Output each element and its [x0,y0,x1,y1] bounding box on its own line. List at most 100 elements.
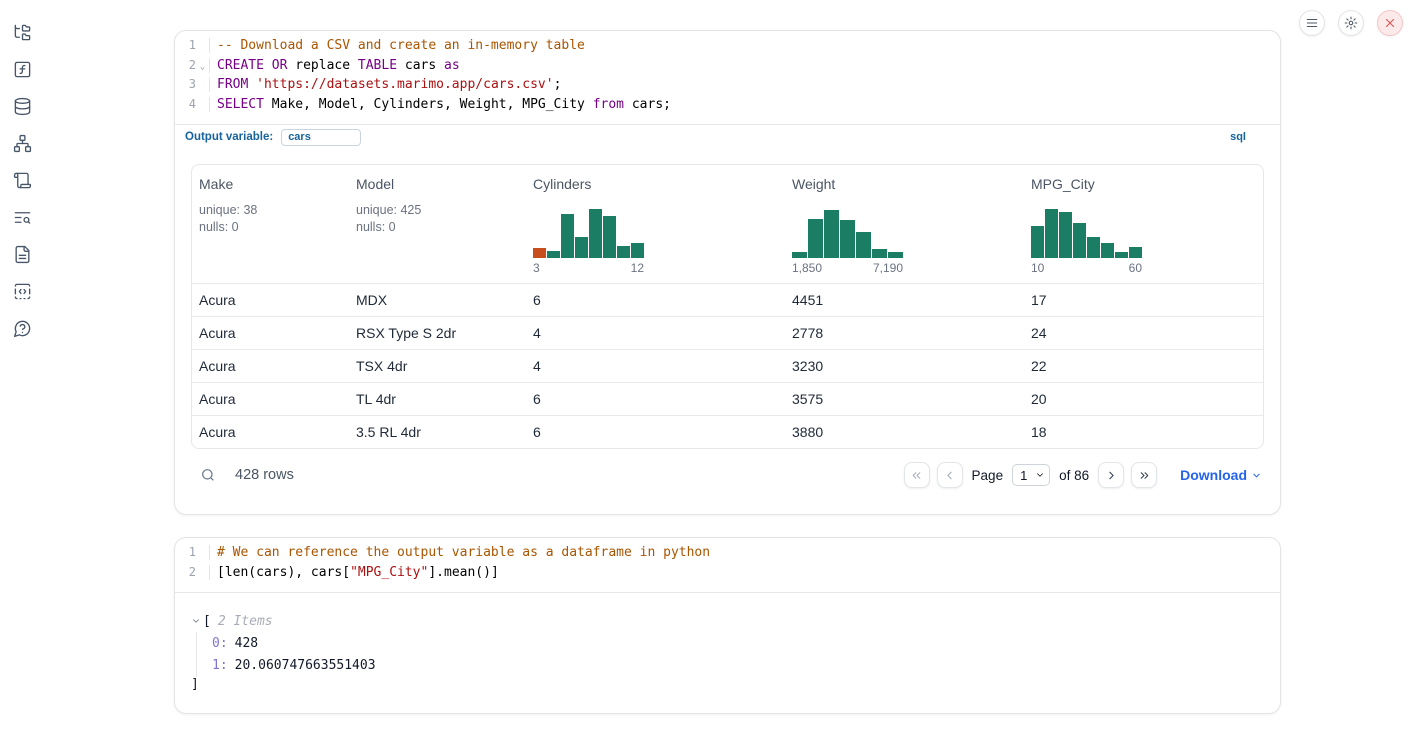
file-tree-icon[interactable] [12,22,32,42]
shutdown-close-icon[interactable] [1377,10,1403,36]
fold-chevron-icon[interactable]: ⌄ [196,62,209,72]
histogram-bar[interactable] [561,214,574,258]
page-number-select[interactable]: 1 [1012,464,1050,486]
table-cell: 4 [526,358,785,374]
histogram-bar[interactable] [856,232,871,258]
sql-cell: 1-- Download a CSV and create an in-memo… [174,30,1281,515]
line-number: 1 [175,38,196,52]
code-text: SELECT Make, Model, Cylinders, Weight, M… [209,97,1280,112]
dependency-graph-icon[interactable] [12,133,32,153]
code-line[interactable]: 1 # We can reference the output variable … [175,545,1280,565]
histogram-bar[interactable] [824,210,839,258]
line-number: 1 [175,545,196,559]
histogram-bar[interactable] [840,220,855,258]
tree-collapse-icon[interactable] [191,616,203,626]
histogram-bar[interactable] [631,243,644,258]
top-right-controls [1299,10,1403,36]
histogram-bar[interactable] [1059,212,1072,258]
table-cell: Acura [192,292,349,308]
column-header-cylinders[interactable]: Cylinders 3 12 [526,176,785,275]
code-text: FROM 'https://datasets.marimo.app/cars.c… [209,77,1280,92]
column-header-weight[interactable]: Weight 1,850 7,190 [785,176,1024,275]
histogram-bar[interactable] [547,251,560,258]
histogram-bar[interactable] [1129,247,1142,258]
last-page-button[interactable] [1131,462,1157,488]
mpg-city-histogram[interactable]: 10 60 [1031,206,1142,275]
scroll-icon[interactable] [12,170,32,190]
download-button[interactable]: Download [1180,467,1262,483]
nulls-stat: nulls: 0 [199,219,349,236]
snippets-icon[interactable] [12,281,32,301]
histogram-bar[interactable] [533,248,546,258]
axis-max: 7,190 [873,261,903,275]
column-header-model[interactable]: Model unique: 425 nulls: 0 [349,176,526,275]
chevron-down-icon [1251,470,1262,481]
histogram-bar[interactable] [808,219,823,258]
sql-code-editor[interactable]: 1-- Download a CSV and create an in-memo… [175,31,1280,124]
histogram-bar[interactable] [603,216,616,258]
line-number: 2 [175,565,196,579]
column-header-make[interactable]: Make unique: 38 nulls: 0 [192,176,349,275]
tree-entry: 1: 20.060747663551403 [212,655,1264,678]
cylinders-histogram[interactable]: 3 12 [533,206,644,275]
histogram-bar[interactable] [617,246,630,258]
weight-histogram[interactable]: 1,850 7,190 [792,206,903,275]
table-cell: Acura [192,424,349,440]
table-cell: TSX 4dr [349,358,526,374]
histogram-bar[interactable] [589,209,602,258]
table-header: Make unique: 38 nulls: 0 Model unique: 4… [192,165,1263,283]
histogram-bar[interactable] [1101,243,1114,258]
unique-stat: unique: 38 [199,202,349,219]
axis-max: 60 [1129,261,1142,275]
database-icon[interactable] [12,96,32,116]
column-header-mpg-city[interactable]: MPG_City 10 60 [1024,176,1263,275]
previous-page-button[interactable] [937,462,963,488]
histogram-bar[interactable] [1045,209,1058,258]
code-line[interactable]: 4SELECT Make, Model, Cylinders, Weight, … [175,97,1280,117]
code-line[interactable]: 2⌄CREATE OR replace TABLE cars as [175,58,1280,78]
menu-icon[interactable] [1299,10,1325,36]
next-page-button[interactable] [1098,462,1124,488]
language-badge: sql [1230,131,1246,143]
code-line[interactable]: 2[len(cars), cars["MPG_City"].mean()] [175,565,1280,585]
help-icon[interactable] [12,318,32,338]
table-cell: RSX Type S 2dr [349,325,526,341]
table-cell: 2778 [785,325,1024,341]
python-code-editor[interactable]: 1 # We can reference the output variable … [175,538,1280,593]
code-line[interactable]: 3FROM 'https://datasets.marimo.app/cars.… [175,77,1280,97]
row-count: 428 rows [235,467,294,483]
table-row[interactable]: AcuraRSX Type S 2dr4277824 [192,316,1263,349]
python-cell: 1 # We can reference the output variable … [174,537,1281,714]
table-cell: 3575 [785,391,1024,407]
function-icon[interactable] [12,59,32,79]
code-line[interactable]: 1-- Download a CSV and create an in-memo… [175,38,1280,58]
table-row[interactable]: AcuraTSX 4dr4323022 [192,349,1263,382]
histogram-bar[interactable] [1087,237,1100,258]
code-text: # We can reference the output variable a… [209,545,1280,560]
histogram-bar[interactable] [888,252,903,258]
histogram-bar[interactable] [872,249,887,258]
output-variable-input[interactable] [281,129,361,146]
histogram-bar[interactable] [1073,223,1086,258]
table-cell: 24 [1024,325,1263,341]
first-page-button[interactable] [904,462,930,488]
table-row[interactable]: AcuraTL 4dr6357520 [192,382,1263,415]
line-number: 2 [175,58,196,72]
table-row[interactable]: AcuraMDX6445117 [192,283,1263,316]
sql-output-area: Make unique: 38 nulls: 0 Model unique: 4… [175,149,1280,507]
document-icon[interactable] [12,244,32,264]
histogram-bar[interactable] [792,252,807,258]
code-text: CREATE OR replace TABLE cars as [209,58,1280,73]
table-cell: Acura [192,358,349,374]
histogram-bar[interactable] [575,237,588,258]
table-cell: MDX [349,292,526,308]
table-row[interactable]: Acura3.5 RL 4dr6388018 [192,415,1263,448]
output-variable-label: Output variable: [185,131,273,143]
histogram-bar[interactable] [1115,252,1128,258]
histogram-bar[interactable] [1031,226,1044,258]
settings-gear-icon[interactable] [1338,10,1364,36]
search-icon[interactable] [200,467,216,483]
nulls-stat: nulls: 0 [356,219,526,236]
table-footer: 428 rows Page 1 of 86 [191,455,1264,495]
logs-search-icon[interactable] [12,207,32,227]
